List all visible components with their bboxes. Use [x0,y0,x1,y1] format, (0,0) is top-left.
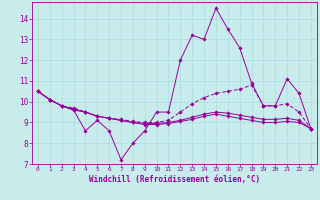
X-axis label: Windchill (Refroidissement éolien,°C): Windchill (Refroidissement éolien,°C) [89,175,260,184]
